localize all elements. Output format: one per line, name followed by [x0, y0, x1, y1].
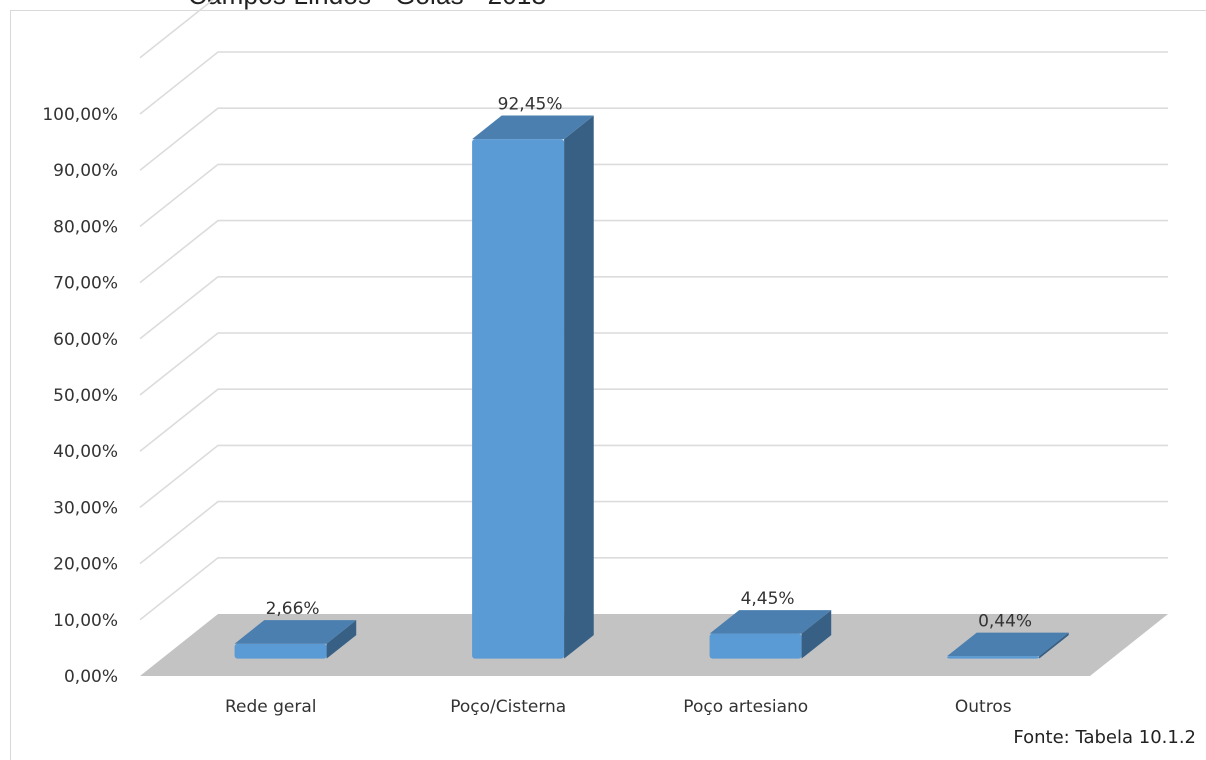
y-tick-label: 80,00% — [53, 217, 118, 237]
data-labels: 2,66% 92,45% 4,45% 0,44% — [266, 95, 1033, 632]
y-tick-label: 60,00% — [53, 330, 118, 350]
data-label: 2,66% — [266, 599, 320, 619]
gridline — [139, 275, 1168, 340]
category-labels: Rede geral Poço/Cisterna Poço artesiano Out… — [225, 697, 1012, 717]
gridline — [139, 556, 1168, 621]
category-label: Poço/Cisterna — [450, 697, 566, 717]
bar-1 — [234, 620, 357, 659]
y-tick-label: 20,00% — [53, 555, 118, 575]
bar-front — [472, 139, 565, 659]
gridline — [139, 51, 1168, 115]
bar-front — [947, 656, 1040, 659]
gridline — [139, 0, 215, 59]
bar-side — [326, 620, 357, 659]
bars — [234, 115, 1069, 659]
source-note: Fonte: Tabela 10.1.2 — [1013, 727, 1196, 748]
chart-frame — [10, 10, 1206, 760]
bar-top — [472, 115, 594, 140]
chart-walls — [139, 0, 1168, 621]
data-label: 0,44% — [978, 612, 1032, 632]
gridline — [139, 107, 1168, 171]
data-label: 4,45% — [741, 589, 795, 609]
y-tick-label: 90,00% — [53, 161, 118, 181]
gridline — [139, 219, 1168, 284]
gridline — [139, 388, 1168, 452]
bar-2 — [472, 115, 594, 659]
bar-side — [564, 115, 594, 659]
y-tick-label: 100,00% — [42, 105, 118, 125]
category-label: Rede geral — [225, 697, 317, 717]
y-tick-label: 40,00% — [53, 442, 118, 462]
bar-front — [709, 633, 802, 659]
category-label: Outros — [955, 697, 1012, 717]
bar-side — [801, 610, 832, 659]
y-tick-label: 30,00% — [53, 498, 118, 518]
chart-floor — [140, 614, 1168, 676]
gridline — [139, 500, 1168, 565]
y-tick-label: 10,00% — [53, 611, 118, 631]
chart-title: Campos Lindos - Goiás - 2013 — [188, 0, 546, 11]
bar-top — [234, 620, 357, 644]
y-tick-label: 0,00% — [64, 667, 118, 687]
bar-front — [234, 643, 327, 659]
gridline — [139, 444, 1168, 509]
bar-top — [709, 610, 832, 634]
y-axis-ticks: 0,00% 10,00% 20,00% 30,00% 40,00% 50,00% 60,00… — [42, 105, 118, 687]
bar-3 — [709, 610, 832, 659]
gridline — [139, 332, 1168, 396]
gridline — [139, 163, 1168, 228]
y-tick-label: 70,00% — [53, 274, 118, 294]
y-tick-label: 50,00% — [53, 386, 118, 406]
category-label: Poço artesiano — [683, 697, 808, 717]
bar-4 — [947, 632, 1069, 659]
chart-floor-plane — [140, 614, 1168, 676]
bar-side — [1039, 632, 1069, 659]
bar-top — [947, 632, 1069, 657]
data-label: 92,45% — [498, 95, 563, 115]
